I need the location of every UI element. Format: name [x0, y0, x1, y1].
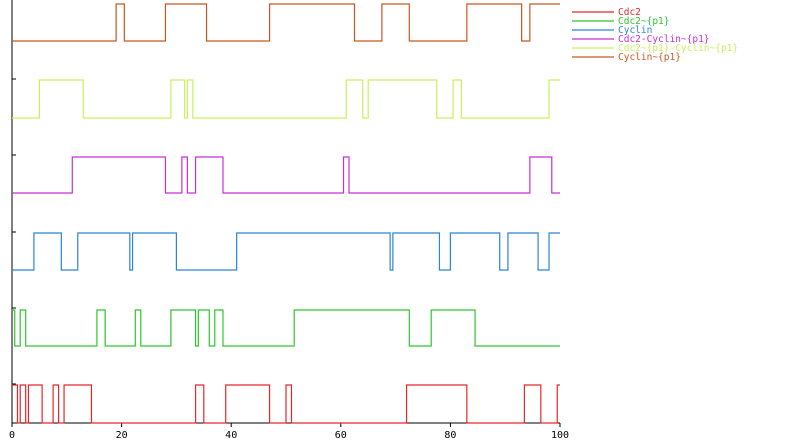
x-tick-label: 40 — [225, 430, 237, 441]
series-line — [12, 156, 560, 194]
x-tick-label: 20 — [116, 430, 128, 441]
series-line — [12, 79, 560, 119]
legend-entry: Cdc2 — [618, 7, 641, 18]
legend-entry: Cyclin — [618, 25, 652, 36]
series-line — [12, 3, 560, 42]
x-tick-label: 0 — [9, 430, 15, 441]
x-tick-label: 60 — [335, 430, 347, 441]
legend-entry: Cdc2~{p1} — [618, 16, 669, 27]
x-tick-label: 80 — [444, 430, 456, 441]
series-line — [12, 384, 560, 424]
legend: Cdc2Cdc2~{p1}CyclinCdc2-Cyclin~{p1}Cdc2~… — [572, 7, 738, 63]
x-tick-label: 100 — [551, 430, 569, 441]
series-group — [12, 3, 560, 424]
series-line — [12, 232, 560, 271]
axes: 0 20 40 60 80 100 — [9, 0, 569, 441]
series-line — [12, 309, 560, 347]
legend-entry: Cdc2~{p1}-Cyclin~{p1} — [618, 43, 738, 54]
legend-entry: Cyclin~{p1} — [618, 52, 681, 63]
legend-entry: Cdc2-Cyclin~{p1} — [618, 34, 710, 45]
